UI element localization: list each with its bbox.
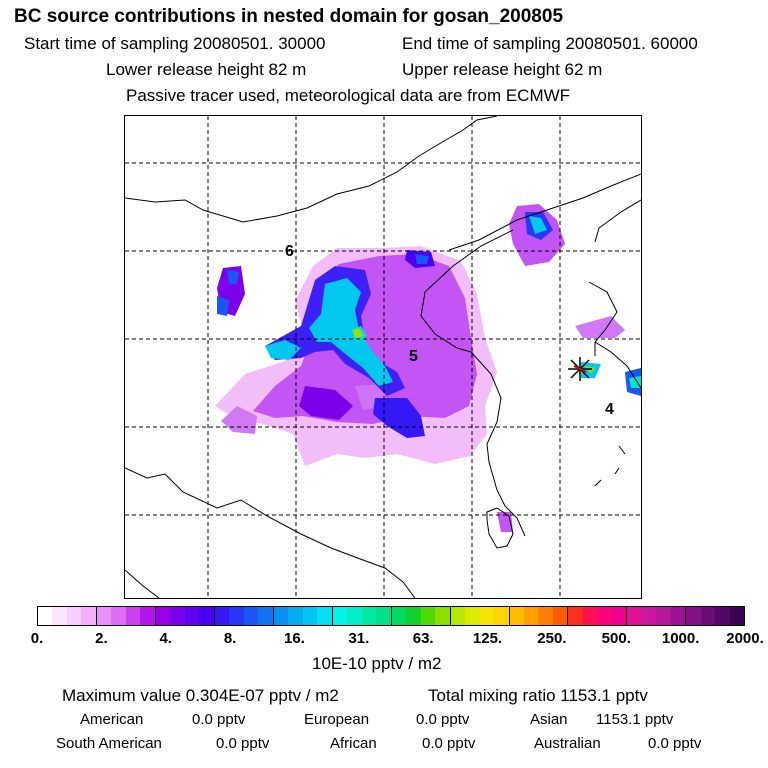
colorbar-cell [523,607,539,625]
asian-label: Asian [530,711,568,728]
colorbar-cell [66,607,82,625]
colorbar-cell [347,607,362,625]
colorbar-tick-label: 2. [95,630,108,647]
colorbar-cell [627,607,642,625]
colorbar-cell [391,607,407,625]
colorbar-tick-label: 16. [284,630,305,647]
colorbar-cell [273,607,289,625]
chart-title: BC source contributions in nested domain… [14,6,564,27]
map-panel: 6 5 4 [124,115,642,599]
coastlines [125,116,641,598]
colorbar-cell [38,607,53,625]
colorbar-unit-label: 10E-10 pptv / m2 [312,654,442,673]
upper-release-text: Upper release height 62 m [402,60,603,79]
colorbar-cell [435,607,451,625]
south-american-label: South American [56,735,162,752]
colorbar-cell [715,607,730,625]
colorbar-cell [125,607,141,625]
receptor-star-icon [568,357,592,381]
region-label-5: 5 [409,348,418,365]
colorbar-cell [302,607,318,625]
european-value: 0.0 pptv [416,711,470,728]
region-label-4: 4 [605,401,614,418]
colorbar-cell [258,607,274,625]
colorbar-cell [406,607,421,625]
australian-label: Australian [534,735,601,752]
african-value: 0.0 pptv [422,735,476,752]
colorbar-cell [641,607,657,625]
colorbar-cell [656,607,671,625]
colorbar-cell [288,607,303,625]
colorbar-cell [199,607,215,625]
colorbar-tick-label: 1000. [661,630,700,647]
colorbar-tick-label: 2000. [726,630,764,647]
start-time-text: Start time of sampling 20080501. 30000 [24,34,326,53]
colorbar-cell [243,607,259,625]
end-time-text: End time of sampling 20080501. 60000 [402,34,698,53]
colorbar-cell [155,607,171,625]
colorbar-cell [96,607,112,625]
australian-value: 0.0 pptv [648,735,702,752]
european-label: European [304,711,370,728]
colorbar [37,606,745,626]
colorbar-cell [582,607,598,625]
colorbar-cell [140,607,156,625]
colorbar-tick-label: 8. [223,630,237,647]
map-svg: 6 5 4 [125,116,641,598]
colorbar-cell [214,607,230,625]
colorbar-cell [111,607,126,625]
colorbar-cell [52,607,67,625]
colorbar-cell [494,607,510,625]
colorbar-cell [509,607,524,625]
colorbar-cell [597,607,612,625]
colorbar-cell [317,607,333,625]
asian-value: 1153.1 pptv [596,711,674,728]
colorbar-cell [450,607,466,625]
colorbar-cell [552,607,569,625]
colorbar-cell [568,607,583,625]
colorbar-cell [686,607,701,625]
colorbar-cell [361,607,377,625]
african-label: African [330,735,377,752]
colorbar-cell [376,607,392,625]
colorbar-cell [538,607,553,625]
colorbar-cell [700,607,716,625]
colorbar-tick-label: 0. [30,630,44,647]
colorbar-cell [170,607,185,625]
american-value: 0.0 pptv [192,711,246,728]
tracer-note-text: Passive tracer used, meteorological data… [126,86,571,105]
graticule [125,116,641,598]
south-american-value: 0.0 pptv [216,735,270,752]
colorbar-cell [420,607,436,625]
region-label-6: 6 [285,243,294,260]
colorbar-cell [611,607,628,625]
colorbar-cell [332,607,348,625]
colorbar-tick-label: 31. [348,630,370,647]
colorbar-cell [729,607,745,625]
lower-release-text: Lower release height 82 m [106,60,307,79]
maximum-value-text: Maximum value 0.304E-07 pptv / m2 [62,686,339,705]
emission-plume [215,204,641,532]
colorbar-tick-label: 125. [472,630,503,647]
colorbar-cell [479,607,495,625]
colorbar-cell [465,607,480,625]
colorbar-cell [670,607,687,625]
colorbar-tick-label: 63. [412,630,434,647]
colorbar-tick-label: 250. [537,630,567,647]
colorbar-cell [229,607,244,625]
colorbar-tick-label: 4. [159,630,172,647]
colorbar-cell [184,607,200,625]
colorbar-cell [81,607,97,625]
total-mixing-ratio-text: Total mixing ratio 1153.1 pptv [428,686,648,705]
colorbar-tick-label: 500. [601,630,631,647]
american-label: American [80,711,144,728]
